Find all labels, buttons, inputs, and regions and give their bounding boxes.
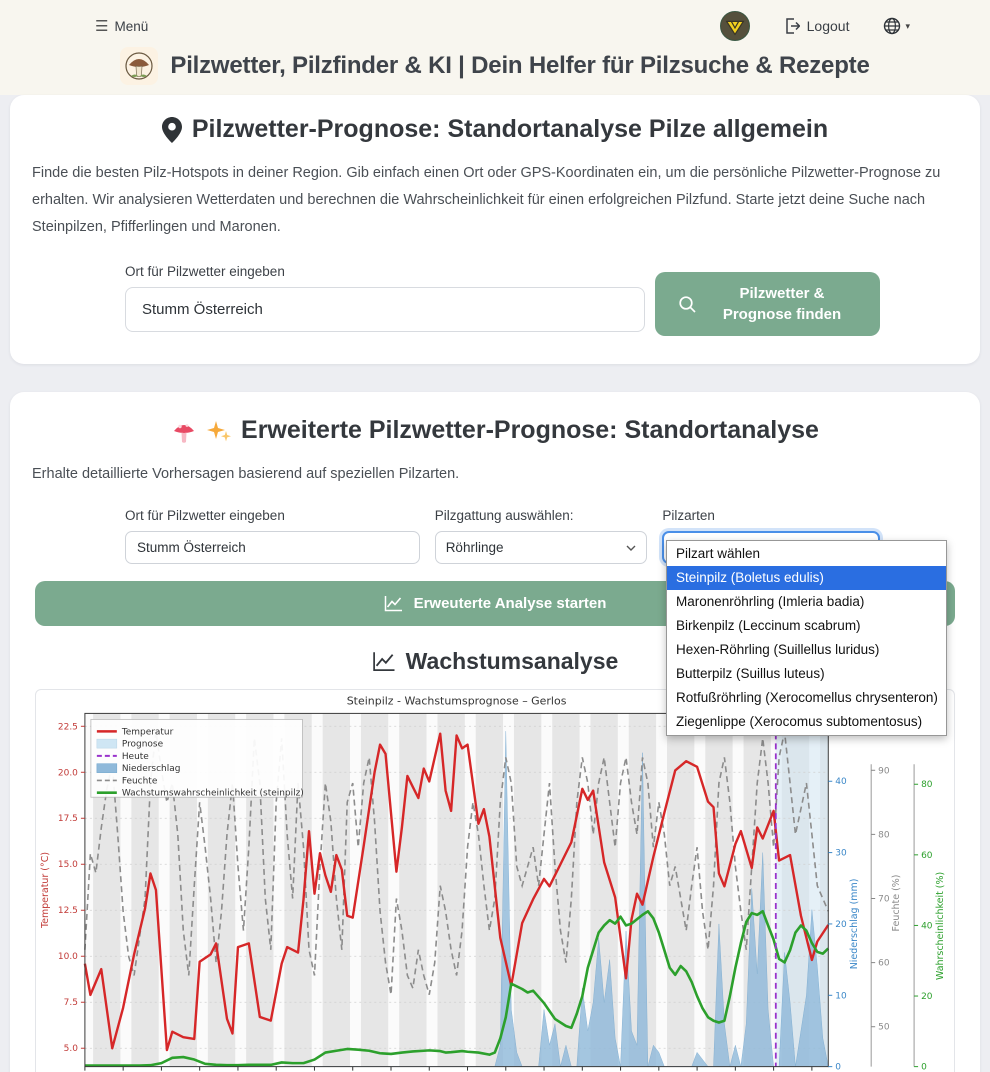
probability-tick-label: 40 bbox=[921, 922, 933, 932]
humidity-tick-label: 80 bbox=[878, 831, 890, 841]
general-section-description: Finde die besten Pilz-Hotspots in deiner… bbox=[32, 165, 941, 235]
probability-tick-label: 20 bbox=[921, 992, 933, 1002]
series-feuchte bbox=[84, 731, 830, 996]
start-analysis-label: Erweuterte Analyse starten bbox=[413, 595, 607, 613]
find-forecast-label: Pilzwetter & Prognose finden bbox=[722, 285, 842, 324]
genus-value: Röhrlinge bbox=[445, 540, 504, 556]
logout-label: Logout bbox=[806, 18, 850, 34]
probability-tick-label: 80 bbox=[921, 780, 933, 790]
sparkles-icon bbox=[207, 420, 232, 442]
precip-tick-label: 0 bbox=[835, 1063, 841, 1072]
growth-analysis-heading: Wachstumsanalyse bbox=[10, 648, 980, 675]
genus-select[interactable]: Röhrlinge bbox=[434, 531, 648, 565]
legend-label: Feuchte bbox=[122, 777, 158, 787]
chart-legend: Temperatur Prognose Heute Niederschlag Feuch… bbox=[90, 719, 304, 799]
chevron-down-icon bbox=[626, 545, 636, 551]
temp-tick-label: 17.5 bbox=[58, 815, 78, 825]
temp-tick-label: 5.0 bbox=[64, 1044, 79, 1054]
toadstool-icon bbox=[174, 424, 195, 443]
location-input[interactable] bbox=[125, 287, 645, 333]
language-selector[interactable]: ▾ bbox=[883, 17, 910, 35]
legend-label: Heute bbox=[122, 752, 149, 762]
precip-tick-label: 40 bbox=[835, 777, 847, 787]
search-icon bbox=[679, 296, 696, 313]
temp-tick-label: 12.5 bbox=[58, 906, 78, 916]
adv-location-input[interactable] bbox=[125, 531, 420, 565]
site-title: Pilzwetter, Pilzfinder & KI | Dein Helfe… bbox=[170, 52, 870, 79]
general-forecast-section: Pilzwetter-Prognose: Standortanalyse Pil… bbox=[10, 95, 980, 365]
growth-analysis-label: Wachstumsanalyse bbox=[405, 648, 619, 675]
general-section-title: Pilzwetter-Prognose: Standortanalyse Pil… bbox=[191, 115, 829, 143]
top-bar: ☰ Menü Logout bbox=[0, 0, 990, 95]
humidity-tick-label: 50 bbox=[878, 1023, 890, 1033]
genus-label: Pilzgattung auswählen: bbox=[434, 508, 574, 524]
general-section-title-row: Pilzwetter-Prognose: Standortanalyse Pil… bbox=[10, 115, 980, 144]
humidity-tick-label: 90 bbox=[878, 767, 890, 777]
adv-location-label: Ort für Pilzwetter eingeben bbox=[125, 508, 285, 524]
legend-label: Temperatur bbox=[121, 728, 174, 738]
growth-chart-container: Steinpilz - Wachstumsprognose – Gerlos 5.… bbox=[35, 689, 955, 1072]
location-pin-icon bbox=[161, 116, 182, 143]
growth-chart: Steinpilz - Wachstumsprognose – Gerlos 5.… bbox=[40, 695, 946, 1072]
user-avatar[interactable] bbox=[719, 11, 750, 41]
species-option[interactable]: Ziegenlippe (Xerocomus subtomentosus) bbox=[676, 714, 923, 729]
humidity-axis-label: Feuchte (%) bbox=[891, 875, 902, 932]
chart-line-icon bbox=[384, 596, 402, 612]
species-option[interactable]: Maronenröhrling (Imleria badia) bbox=[676, 594, 865, 609]
menu-label: Menü bbox=[114, 18, 149, 34]
legend-label: Wachstumswahrscheinlichkeit (steinpilz) bbox=[122, 789, 304, 799]
precip-tick-label: 20 bbox=[835, 920, 847, 930]
menu-toggle[interactable]: ☰ Menü bbox=[95, 17, 148, 35]
week-band bbox=[475, 713, 504, 1067]
find-forecast-button[interactable]: Pilzwetter & Prognose finden bbox=[655, 272, 880, 337]
hamburger-icon: ☰ bbox=[95, 18, 109, 35]
species-option[interactable]: Birkenpilz (Leccinum scabrum) bbox=[676, 618, 861, 633]
series-wachstumswahrscheinlichkeit bbox=[84, 910, 830, 1068]
legend-label: Prognose bbox=[122, 740, 164, 750]
week-band bbox=[399, 713, 427, 1067]
advanced-section-title-row: Erweiterte Pilzwetter-Prognose: Standort… bbox=[10, 416, 980, 445]
temp-tick-label: 7.5 bbox=[64, 998, 78, 1008]
advanced-section-description: Erhalte detaillierte Vorhersagen basiere… bbox=[32, 466, 460, 483]
plot-frame bbox=[84, 713, 829, 1068]
location-label: Ort für Pilzwetter eingeben bbox=[125, 264, 285, 280]
logout-icon bbox=[785, 18, 800, 34]
species-option[interactable]: Butterpilz (Suillus luteus) bbox=[676, 666, 825, 681]
probability-axis-label: Wahrscheinlichkeit (%) bbox=[935, 872, 946, 980]
chart-title: Steinpilz - Wachstumsprognose – Gerlos bbox=[347, 695, 567, 708]
chart-line-icon bbox=[372, 652, 395, 672]
species-option[interactable]: Pilzart wählen bbox=[676, 546, 761, 561]
precip-tick-label: 10 bbox=[835, 992, 847, 1002]
temp-tick-label: 20.0 bbox=[58, 769, 78, 779]
species-option[interactable]: Steinpilz (Boletus edulis) bbox=[667, 566, 946, 590]
advanced-forecast-section: Erweiterte Pilzwetter-Prognose: Standort… bbox=[10, 392, 980, 1072]
mushroom-logo-icon bbox=[125, 52, 153, 80]
probability-tick-label: 60 bbox=[921, 851, 933, 861]
temp-tick-label: 15.0 bbox=[58, 861, 78, 871]
globe-icon bbox=[884, 17, 901, 35]
species-option[interactable]: Hexen-Röhrling (Suillellus luridus) bbox=[676, 642, 880, 657]
humidity-tick-label: 60 bbox=[878, 959, 890, 969]
legend-label: Niederschlag bbox=[122, 764, 181, 774]
species-label: Pilzarten bbox=[662, 508, 715, 524]
logout-button[interactable]: Logout bbox=[784, 18, 850, 34]
temp-tick-label: 10.0 bbox=[58, 952, 78, 962]
species-dropdown: Pilzart wählen Steinpilz (Boletus edulis)… bbox=[666, 540, 947, 736]
precip-axis-label: Niederschlag (mm) bbox=[849, 879, 860, 970]
temp-tick-label: 22.5 bbox=[58, 723, 78, 733]
series-temperatur bbox=[83, 732, 830, 1052]
chevron-down-icon: ▾ bbox=[905, 20, 910, 31]
temp-axis-label: Temperatur (°C) bbox=[40, 852, 51, 929]
avatar-emblem-icon bbox=[720, 12, 749, 40]
advanced-section-title: Erweiterte Pilzwetter-Prognose: Standort… bbox=[241, 416, 819, 445]
species-option[interactable]: Rotfußröhrling (Xerocomellus chrysentero… bbox=[676, 690, 938, 705]
precip-tick-label: 30 bbox=[835, 849, 847, 859]
humidity-tick-label: 70 bbox=[878, 895, 890, 905]
probability-tick-label: 0 bbox=[921, 1063, 927, 1072]
site-logo[interactable] bbox=[120, 47, 159, 85]
